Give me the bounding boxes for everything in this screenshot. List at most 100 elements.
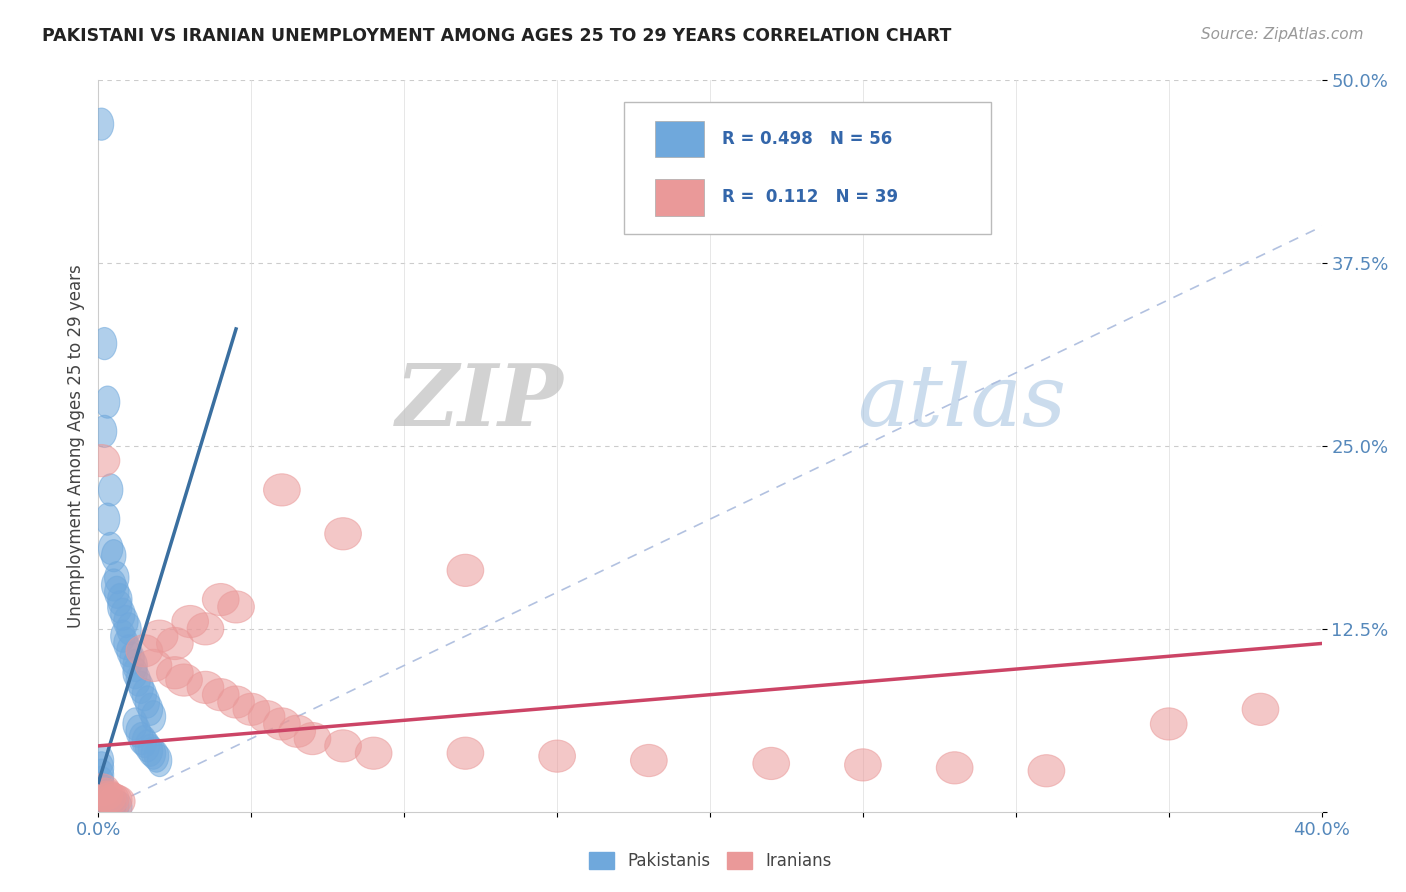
Ellipse shape [630, 745, 668, 777]
Ellipse shape [86, 778, 122, 810]
Ellipse shape [89, 778, 114, 810]
Ellipse shape [108, 791, 132, 823]
Ellipse shape [89, 766, 114, 798]
Ellipse shape [93, 784, 117, 816]
Ellipse shape [218, 591, 254, 623]
Ellipse shape [141, 700, 166, 732]
Ellipse shape [356, 737, 392, 769]
Ellipse shape [96, 386, 120, 418]
Y-axis label: Unemployment Among Ages 25 to 29 years: Unemployment Among Ages 25 to 29 years [66, 264, 84, 628]
Ellipse shape [1150, 708, 1187, 740]
Ellipse shape [138, 693, 163, 725]
Ellipse shape [187, 672, 224, 704]
Ellipse shape [135, 686, 160, 718]
Ellipse shape [127, 664, 150, 696]
FancyBboxPatch shape [655, 179, 704, 216]
Ellipse shape [111, 599, 135, 631]
Legend: Pakistanis, Iranians: Pakistanis, Iranians [582, 845, 838, 877]
Ellipse shape [89, 108, 114, 140]
FancyBboxPatch shape [655, 120, 704, 157]
Ellipse shape [96, 785, 120, 818]
Ellipse shape [202, 583, 239, 615]
Ellipse shape [89, 773, 114, 805]
Ellipse shape [108, 591, 132, 623]
Ellipse shape [145, 740, 169, 772]
Ellipse shape [138, 734, 163, 766]
Ellipse shape [135, 730, 160, 762]
Ellipse shape [83, 773, 120, 805]
Ellipse shape [129, 723, 153, 755]
Ellipse shape [89, 781, 127, 814]
Text: Source: ZipAtlas.com: Source: ZipAtlas.com [1201, 27, 1364, 42]
Ellipse shape [122, 649, 148, 681]
Ellipse shape [117, 635, 141, 667]
Ellipse shape [120, 642, 145, 674]
Text: atlas: atlas [856, 360, 1066, 443]
Ellipse shape [117, 613, 141, 645]
Ellipse shape [1028, 755, 1064, 787]
Ellipse shape [101, 789, 127, 821]
Ellipse shape [132, 725, 156, 757]
Ellipse shape [845, 748, 882, 781]
Ellipse shape [166, 664, 202, 696]
Ellipse shape [156, 657, 193, 689]
Ellipse shape [98, 533, 122, 565]
Ellipse shape [101, 569, 127, 601]
Ellipse shape [111, 620, 135, 652]
Ellipse shape [96, 503, 120, 535]
Ellipse shape [96, 784, 132, 816]
Ellipse shape [98, 789, 122, 821]
Ellipse shape [263, 474, 301, 506]
Ellipse shape [96, 784, 120, 816]
Ellipse shape [114, 606, 138, 638]
Ellipse shape [108, 583, 132, 615]
Ellipse shape [135, 649, 172, 681]
Ellipse shape [104, 576, 129, 608]
FancyBboxPatch shape [624, 103, 991, 234]
Ellipse shape [156, 627, 193, 659]
Ellipse shape [93, 416, 117, 448]
Ellipse shape [202, 679, 239, 711]
Ellipse shape [141, 737, 166, 769]
Ellipse shape [1241, 693, 1279, 725]
Ellipse shape [101, 789, 127, 822]
Ellipse shape [101, 540, 127, 572]
Ellipse shape [98, 785, 135, 818]
Ellipse shape [752, 747, 790, 780]
Ellipse shape [93, 782, 117, 814]
Ellipse shape [132, 679, 156, 711]
Ellipse shape [127, 635, 163, 667]
Ellipse shape [172, 606, 208, 638]
Ellipse shape [447, 554, 484, 586]
Ellipse shape [538, 740, 575, 772]
Ellipse shape [127, 715, 150, 747]
Text: PAKISTANI VS IRANIAN UNEMPLOYMENT AMONG AGES 25 TO 29 YEARS CORRELATION CHART: PAKISTANI VS IRANIAN UNEMPLOYMENT AMONG … [42, 27, 952, 45]
Ellipse shape [98, 787, 122, 819]
Ellipse shape [89, 759, 114, 791]
Ellipse shape [148, 745, 172, 777]
Ellipse shape [93, 327, 117, 359]
Ellipse shape [249, 700, 285, 732]
Text: ZIP: ZIP [395, 360, 564, 444]
Ellipse shape [89, 752, 114, 784]
Ellipse shape [89, 781, 114, 814]
Ellipse shape [278, 715, 315, 747]
Ellipse shape [83, 444, 120, 476]
Ellipse shape [325, 730, 361, 762]
Ellipse shape [93, 782, 129, 814]
Ellipse shape [93, 781, 117, 814]
Ellipse shape [104, 562, 129, 594]
Ellipse shape [122, 657, 148, 689]
Ellipse shape [141, 620, 179, 652]
Ellipse shape [96, 787, 120, 819]
Ellipse shape [218, 686, 254, 718]
Ellipse shape [263, 708, 301, 740]
Ellipse shape [122, 708, 148, 740]
Ellipse shape [233, 693, 270, 725]
Ellipse shape [98, 474, 122, 506]
Ellipse shape [325, 517, 361, 549]
Ellipse shape [129, 672, 153, 704]
Text: R =  0.112   N = 39: R = 0.112 N = 39 [723, 188, 898, 206]
Ellipse shape [187, 613, 224, 645]
Ellipse shape [89, 745, 114, 777]
